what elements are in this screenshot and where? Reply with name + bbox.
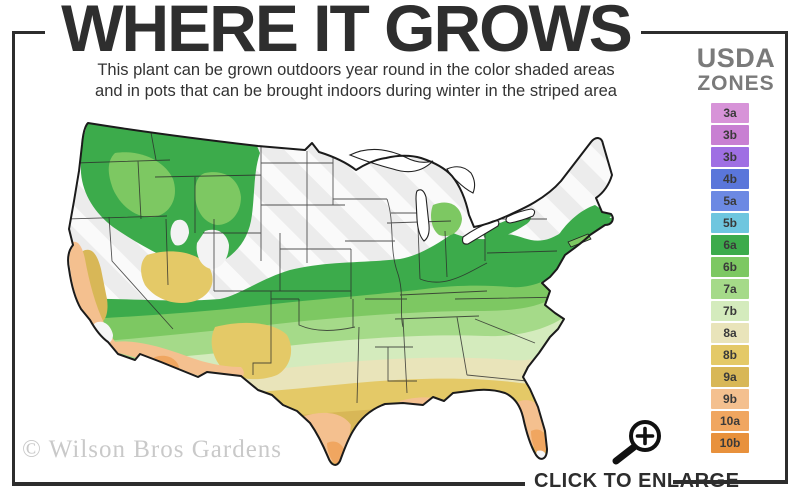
montana-light-green: [195, 172, 241, 225]
colorado-rockies-white: [196, 229, 229, 269]
long-island: [567, 233, 592, 248]
frame-top-left-segment: [12, 31, 45, 34]
legend-title: USDA ZONES: [688, 44, 784, 96]
state-borders: [68, 126, 568, 404]
subtitle-line-2: and in pots that can be brought indoors …: [95, 82, 617, 100]
legend-zone-swatch: 8a: [711, 323, 749, 343]
page-title: WHERE IT GROWS: [61, 0, 633, 65]
oregon-idaho-light-green: [108, 152, 175, 218]
watermark: © Wilson Bros Gardens: [22, 436, 283, 463]
central-valley-gold: [80, 249, 108, 323]
legend-zone-swatch: 8b: [711, 345, 749, 365]
utah-mountains-white: [170, 219, 189, 246]
california-coast-peach: [69, 241, 123, 355]
legend-zone-swatch: 10b: [711, 433, 749, 453]
new-england-coastal-green: [555, 205, 613, 247]
legend-zone-swatch: 9b: [711, 389, 749, 409]
michigan-south-green: [431, 202, 462, 237]
legend-zone-swatch: 5b: [711, 213, 749, 233]
us-zone-map[interactable]: [55, 113, 655, 473]
legend-zone-swatch: 7a: [711, 279, 749, 299]
magnifier-zoom-icon[interactable]: [606, 406, 664, 466]
lake-michigan: [415, 189, 430, 242]
legend-zone-swatch: 6a: [711, 235, 749, 255]
frame-bottom-right-segment: [673, 480, 788, 484]
south-florida-orange: [531, 429, 547, 456]
nevada-utah-gold: [141, 251, 213, 304]
subtitle: This plant can be grown outdoors year ro…: [60, 60, 652, 102]
frame-right-border: [785, 31, 788, 484]
frame-left-border: [12, 31, 15, 486]
legend-zone-swatch: 10a: [711, 411, 749, 431]
legend-zone-swatch: 9a: [711, 367, 749, 387]
legend-zone-swatch: 3a: [711, 103, 749, 123]
great-lakes: [348, 148, 536, 245]
frame-top-right-segment: [641, 31, 785, 34]
legend-zone-swatch: 3b: [711, 147, 749, 167]
frame-bottom-left-segment: [12, 482, 525, 486]
legend-zone-swatch: 7b: [711, 301, 749, 321]
lake-superior: [348, 148, 434, 173]
legend-title-zones: ZONES: [697, 72, 775, 95]
usda-zone-legend: 3a 3b 3b 4b 5a 5b 6a 6b 7a 7b 8a 8b 9a 9…: [711, 103, 749, 455]
click-to-enlarge-label[interactable]: CLICK TO ENLARGE: [534, 470, 740, 492]
legend-zone-swatch: 3b: [711, 125, 749, 145]
subtitle-line-1: This plant can be grown outdoors year ro…: [97, 61, 615, 79]
legend-zone-swatch: 5a: [711, 191, 749, 211]
legend-title-usda: USDA: [696, 43, 776, 73]
legend-zone-swatch: 4b: [711, 169, 749, 189]
lake-ontario: [505, 208, 536, 224]
us-outline: [67, 122, 614, 466]
legend-zone-swatch: 6b: [711, 257, 749, 277]
zone-shading-layers: [68, 123, 613, 465]
